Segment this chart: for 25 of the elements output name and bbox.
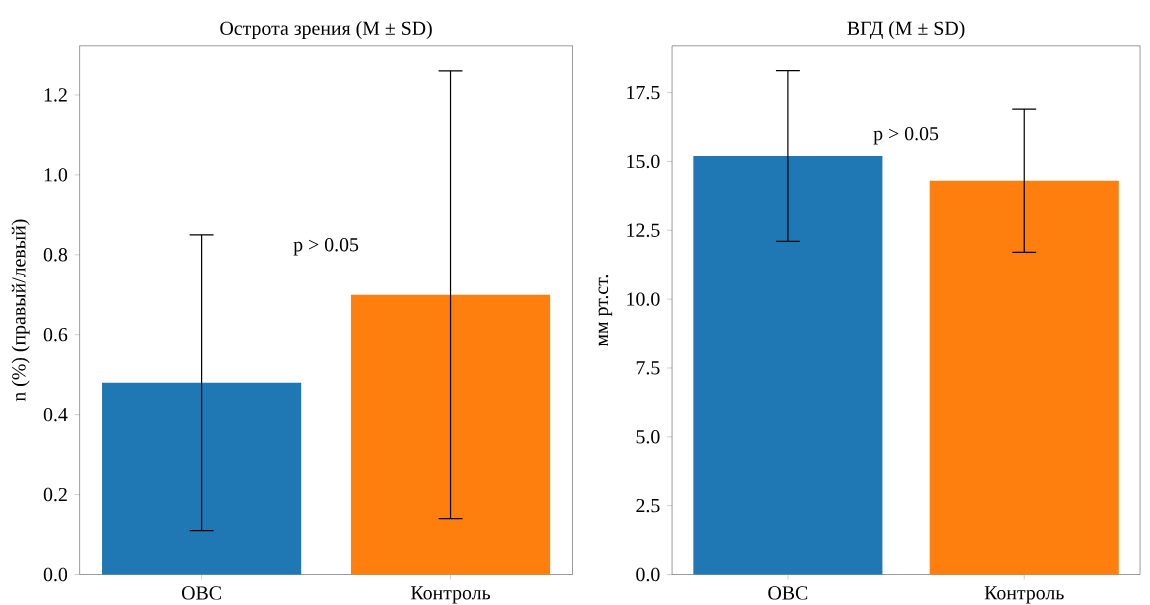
y-tick-label: 1.2 xyxy=(44,88,67,102)
chart-title: Острота зрения (M ± SD) xyxy=(220,20,432,39)
x-tick-label: Контроль xyxy=(411,586,491,604)
chart-title: ВГД (M ± SD) xyxy=(847,20,965,39)
y-tick-label: 10.0 xyxy=(627,292,660,306)
annotation: p > 0.05 xyxy=(873,126,939,145)
y-tick-label: 12.5 xyxy=(627,223,660,237)
y-tick-label: 0.6 xyxy=(43,327,68,342)
y-tick-label: 0.2 xyxy=(43,487,67,502)
x-tick-label: Контроль xyxy=(984,586,1064,604)
annotation: p > 0.05 xyxy=(293,237,359,256)
y-tick-label: 2.5 xyxy=(636,498,660,513)
y-tick-label: 0.4 xyxy=(43,407,68,422)
x-tick-label: ОВС xyxy=(768,586,808,600)
x-tick-label: ОВС xyxy=(182,586,221,600)
y-tick-label: 0.0 xyxy=(43,567,68,582)
y-tick-label: 15.0 xyxy=(627,154,660,168)
y-tick-label: 1.0 xyxy=(44,167,68,182)
y-tick-label: 5.0 xyxy=(636,429,660,444)
y-tick-label: 7.5 xyxy=(636,361,660,375)
y-axis-title: n (%) (правый/левый) xyxy=(11,219,30,401)
y-tick-label: 0.0 xyxy=(636,567,660,582)
y-axis-title: мм рт.ст. xyxy=(598,274,613,346)
y-tick-label: 17.5 xyxy=(627,85,660,100)
y-tick-label: 0.8 xyxy=(43,247,68,262)
